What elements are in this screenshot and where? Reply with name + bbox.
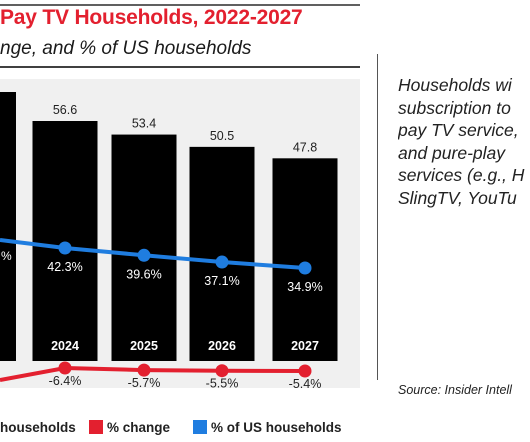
category-label: 2027 xyxy=(291,339,319,353)
side-annotation: Households wi subscription to pay TV ser… xyxy=(398,75,525,208)
change-marker xyxy=(215,364,229,378)
bar-value-label: 50.5 xyxy=(210,129,234,143)
legend-label: households xyxy=(0,420,76,435)
pct-marker xyxy=(137,248,151,262)
pct-marker xyxy=(215,255,229,269)
change-marker xyxy=(137,363,151,377)
chart-title: Pay TV Households, 2022-2027 xyxy=(0,6,303,29)
category-label: 2024 xyxy=(51,339,79,353)
change-label: -6.4% xyxy=(49,374,82,388)
chart: 56.6 2024 53.4 2025 50.5 2026 47.8 2027 42.3% 39.… xyxy=(0,4,360,435)
pct-label: 39.6% xyxy=(126,267,161,281)
legend-label: % change xyxy=(107,420,171,435)
change-marker xyxy=(58,361,72,375)
legend-swatch xyxy=(89,420,103,434)
pct-label-partial: % xyxy=(1,249,12,263)
bar-value-label: 47.8 xyxy=(293,140,317,154)
pct-marker xyxy=(58,241,72,255)
bar xyxy=(189,146,255,361)
change-label: -5.7% xyxy=(128,376,161,390)
bar xyxy=(32,121,98,361)
legend-swatch xyxy=(193,420,207,434)
change-marker xyxy=(298,364,312,378)
legend-label: % of US households xyxy=(211,420,342,435)
source-note: Source: Insider Intell xyxy=(398,383,512,397)
bar-partial xyxy=(0,92,16,361)
pct-label: 42.3% xyxy=(47,260,82,274)
bar xyxy=(111,134,177,361)
category-label: 2025 xyxy=(130,339,158,353)
change-label: -5.5% xyxy=(206,377,239,391)
pct-label: 34.9% xyxy=(287,280,322,294)
pct-marker xyxy=(298,261,312,275)
category-label: 2026 xyxy=(208,339,236,353)
bar xyxy=(272,158,338,361)
divider-line xyxy=(377,54,378,380)
bar-value-label: 53.4 xyxy=(132,117,156,131)
bar-value-label: 56.6 xyxy=(53,103,77,117)
chart-subtitle: nge, and % of US households xyxy=(0,38,252,59)
change-label: -5.4% xyxy=(289,377,322,391)
pct-label: 37.1% xyxy=(204,274,239,288)
